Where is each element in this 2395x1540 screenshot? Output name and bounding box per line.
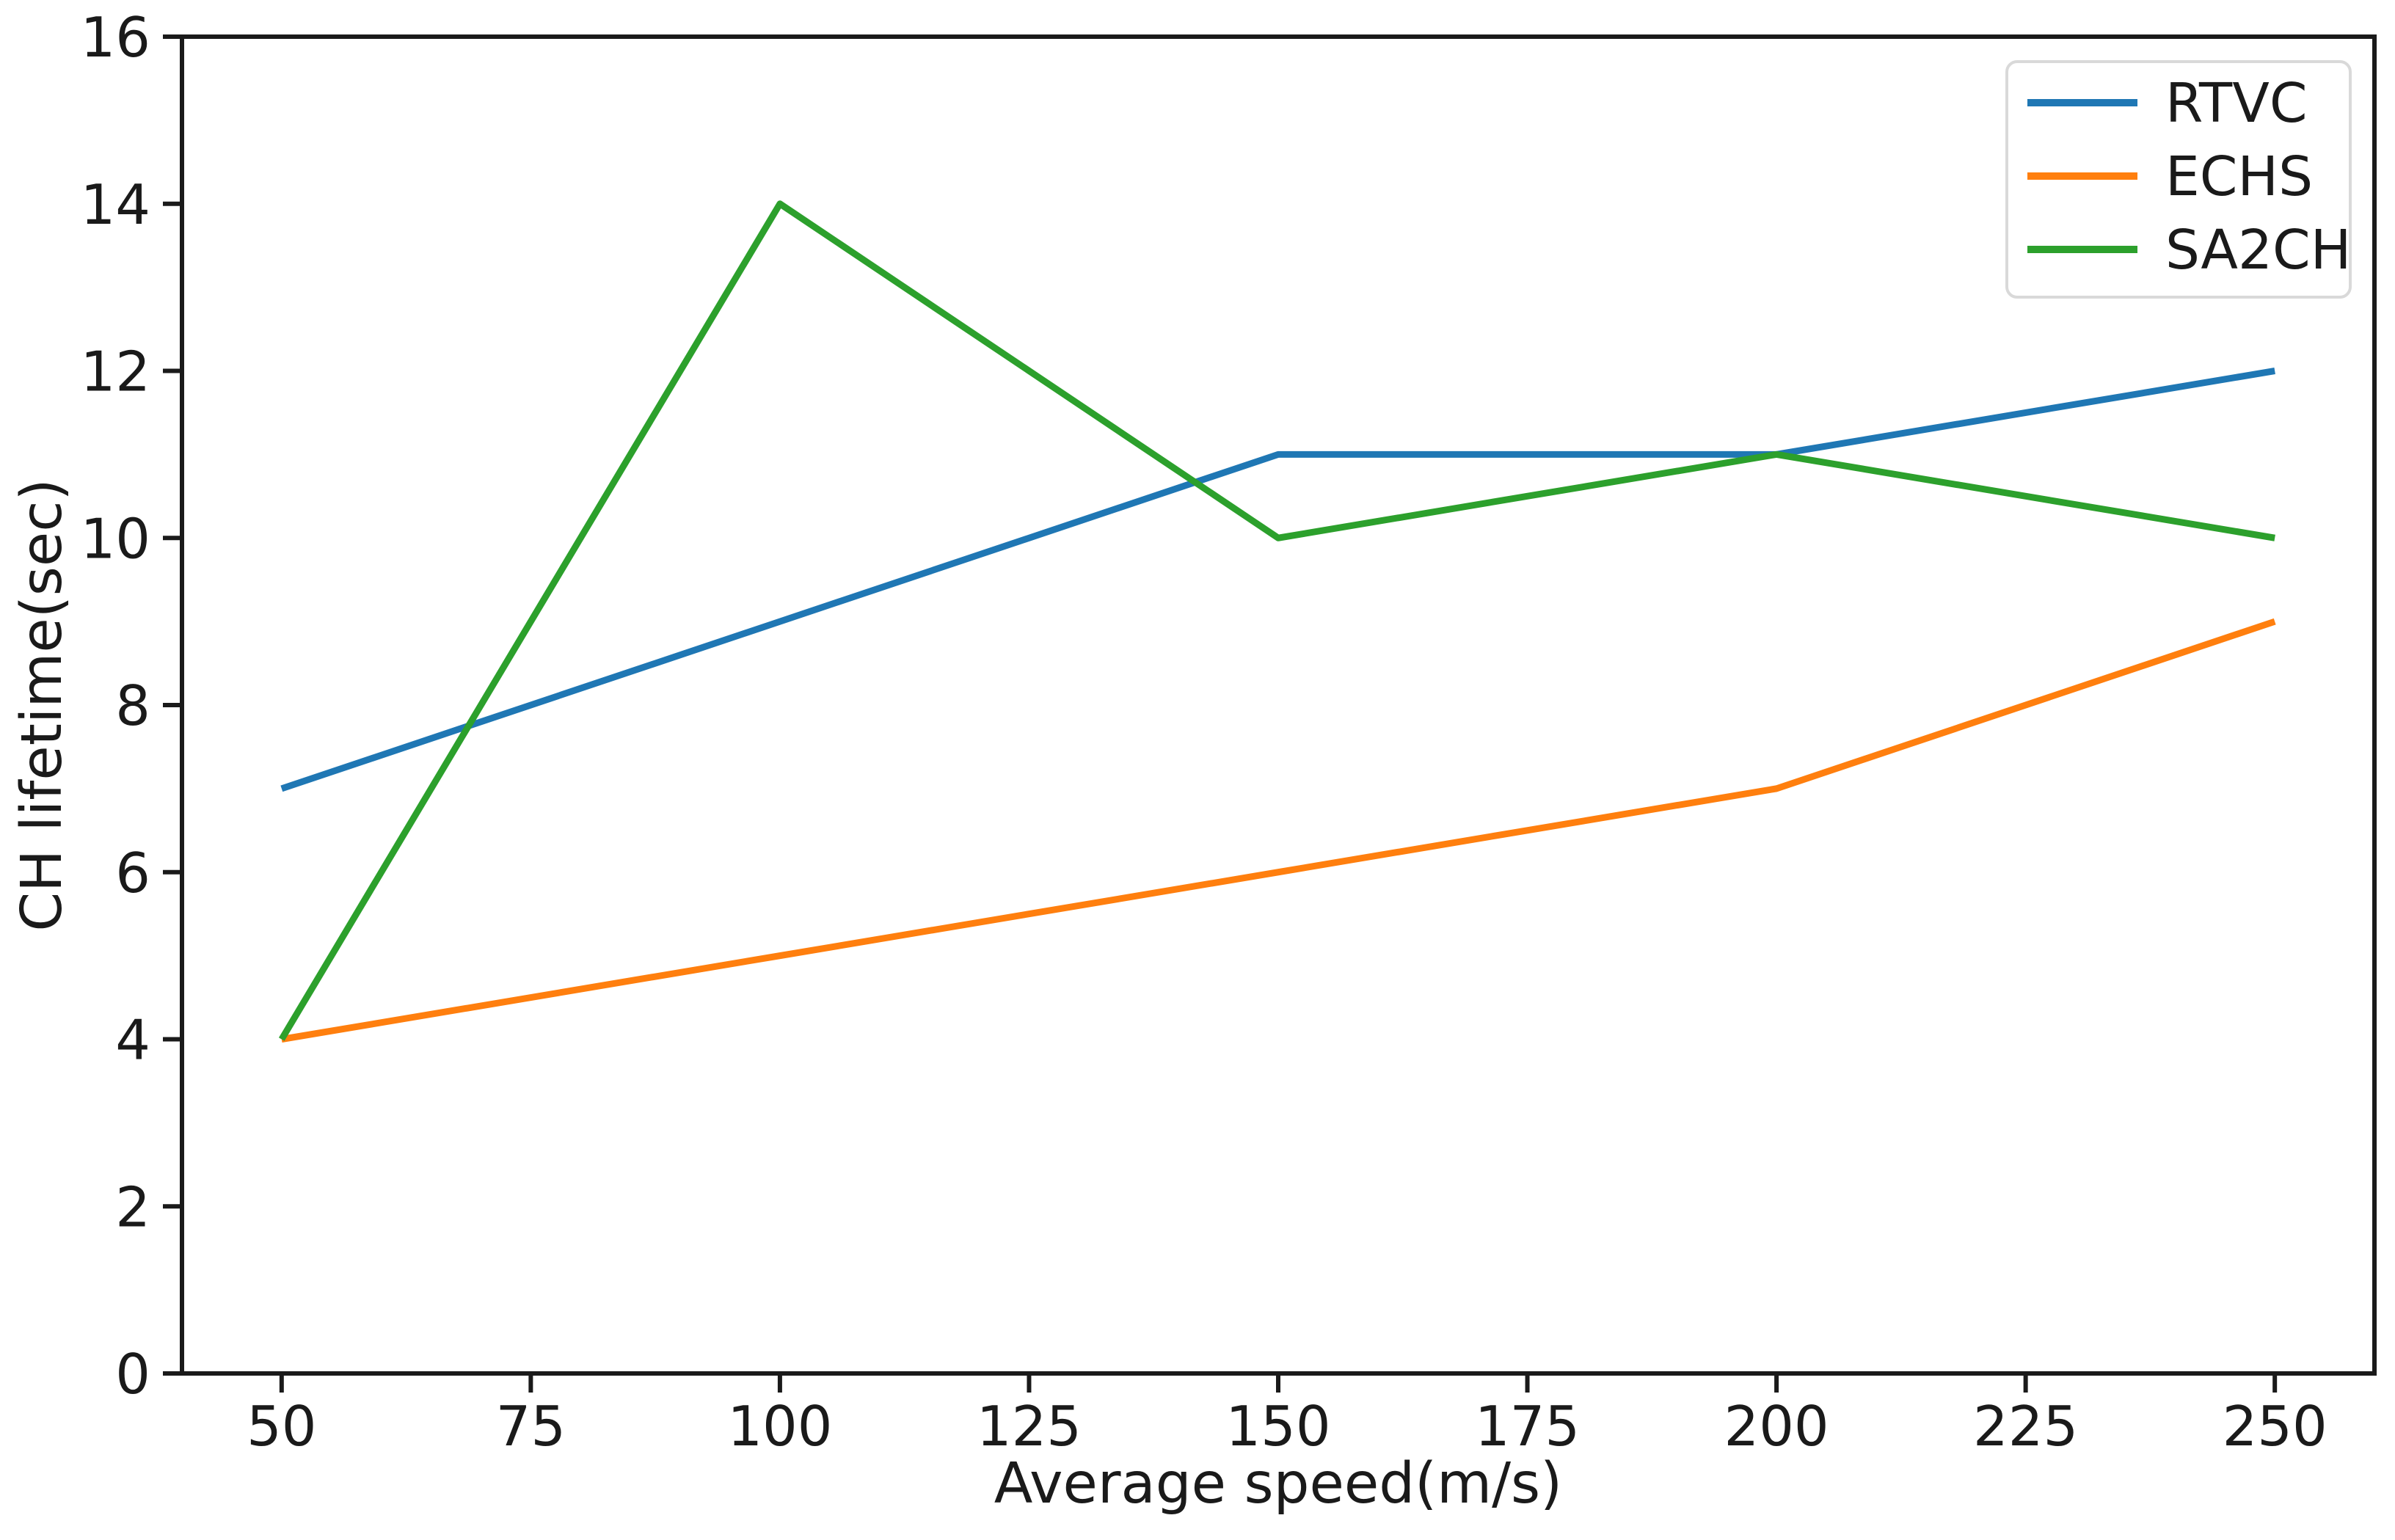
- legend-label-rtvc: RTVC: [2165, 72, 2308, 135]
- x-tick-label-150: 150: [1225, 1394, 1330, 1459]
- x-tick-label-75: 75: [496, 1394, 566, 1459]
- axes-layer: 50 75 100 125 150 175 200 225 250 0 2 4 6 8 10 12 14 16: [81, 5, 2377, 1459]
- y-tick-label-0: 0: [115, 1342, 150, 1406]
- series-layer: [278, 200, 2276, 1043]
- legend-box: [2005, 60, 2352, 299]
- legend-label-echs: ECHS: [2165, 145, 2313, 208]
- y-tick-label-2: 2: [115, 1175, 150, 1239]
- x-tick-label-250: 250: [2223, 1394, 2327, 1459]
- x-tick-label-50: 50: [247, 1394, 316, 1459]
- y-tick-label-6: 6: [115, 841, 150, 905]
- y-axis-label: CH lifetime(sec): [10, 478, 75, 931]
- x-tick-label-100: 100: [727, 1394, 832, 1459]
- legend: RTVC ECHS SA2CH: [2005, 60, 2352, 299]
- x-tick-label-225: 225: [1973, 1394, 2078, 1459]
- series-line-sa2ch: [278, 200, 2275, 1041]
- series-line-echs: [281, 618, 2276, 1043]
- legend-label-sa2ch: SA2CH: [2165, 219, 2351, 282]
- y-tick-label-16: 16: [81, 5, 150, 70]
- y-tick-label-8: 8: [115, 674, 150, 738]
- x-tick-label-125: 125: [977, 1394, 1082, 1459]
- y-tick-label-12: 12: [81, 340, 150, 404]
- series-line-rtvc: [280, 368, 2275, 792]
- y-tick-label-4: 4: [115, 1008, 150, 1073]
- y-tick-label-14: 14: [81, 172, 150, 237]
- x-tick-label-200: 200: [1724, 1394, 1829, 1459]
- x-tick-label-175: 175: [1475, 1394, 1580, 1459]
- x-axis-label: Average speed(m/s): [994, 1451, 1562, 1517]
- y-tick-label-10: 10: [81, 506, 150, 571]
